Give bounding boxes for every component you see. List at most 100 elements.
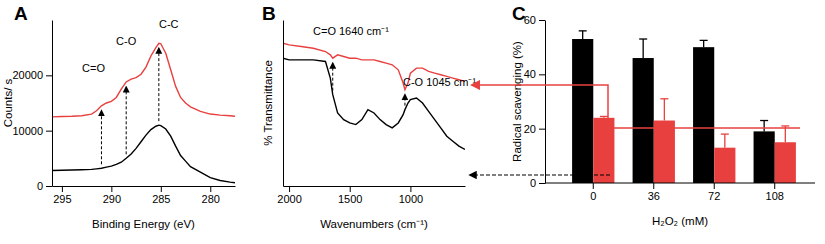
tick-mark	[46, 186, 52, 187]
error-cap	[700, 40, 708, 41]
error-cap	[721, 133, 729, 134]
panel-title: B	[262, 3, 276, 24]
tick-label: 0	[590, 190, 596, 202]
bar	[775, 142, 796, 183]
tick-label: 290	[103, 193, 121, 205]
x-axis: 295 290 285 280	[53, 186, 236, 205]
y-axis-title: Counts/ s	[2, 78, 14, 127]
error-cap	[600, 116, 608, 117]
bar	[633, 58, 654, 183]
tick-label: 280	[202, 193, 220, 205]
y-axis-title: % Transmittance	[262, 60, 274, 146]
series-line	[52, 125, 235, 183]
tick: 290	[103, 186, 121, 205]
y-axis: 0 10000 20000	[12, 21, 52, 193]
tick-mark	[350, 186, 351, 192]
tick: 285	[152, 186, 170, 205]
bar	[754, 131, 775, 183]
panel-title: A	[14, 3, 28, 24]
x-axis: 0 36 72 108	[545, 183, 815, 202]
tick: 10000	[12, 125, 52, 137]
x-axis-title: Binding Energy (eV)	[92, 218, 195, 230]
error-cap	[781, 125, 789, 126]
tick-label: 20000	[12, 69, 43, 81]
annotation: C-O 1045 cm⁻¹	[403, 76, 476, 88]
annotation: C=O 1640 cm⁻¹	[313, 25, 389, 37]
tick-mark	[62, 186, 63, 192]
tick-label: 72	[708, 190, 720, 202]
bar	[714, 148, 735, 183]
tick-mark	[539, 183, 545, 184]
tick-mark	[46, 131, 52, 132]
tick-mark	[210, 186, 211, 192]
y-axis-line	[52, 21, 53, 187]
tick-label: 1000	[399, 193, 423, 205]
series-line	[283, 58, 465, 149]
tick: 20	[524, 123, 545, 135]
annotation-arrow	[101, 111, 102, 165]
tick-mark	[539, 74, 545, 75]
error-cap	[639, 38, 647, 39]
tick: 0	[530, 177, 545, 189]
tick-mark	[714, 183, 715, 189]
annotation: C-C	[159, 18, 179, 30]
x-axis-title: H₂O₂ (mM)	[652, 215, 708, 227]
bar	[572, 39, 593, 183]
tick: 295	[53, 186, 71, 205]
tick-label: 40	[524, 68, 536, 80]
plot-area	[52, 43, 235, 182]
panel-title: C	[512, 3, 526, 24]
tick-mark	[774, 183, 775, 189]
tick: 0	[37, 180, 52, 192]
annotation-arrow	[332, 63, 333, 91]
tick-mark	[410, 186, 411, 192]
y-axis-title: Radical scavenging (%)	[511, 41, 523, 162]
tick: 20000	[12, 69, 52, 81]
bar	[654, 121, 675, 183]
y-axis: 0204060	[524, 14, 546, 189]
y-axis	[283, 21, 284, 187]
tick-mark	[289, 186, 290, 192]
tick-mark	[593, 183, 594, 189]
plot-area	[283, 43, 465, 149]
error-bar	[582, 31, 583, 39]
plot-area	[572, 31, 796, 183]
tick: 108	[766, 183, 784, 202]
tick: 36	[648, 183, 660, 202]
tick-label: 2000	[277, 193, 301, 205]
y-axis-line	[545, 21, 546, 184]
error-bar	[724, 134, 725, 148]
tick: 2000	[277, 186, 301, 205]
error-cap	[579, 30, 587, 31]
tick: 1000	[399, 186, 423, 205]
tick: 280	[202, 186, 220, 205]
connectors	[470, 85, 800, 175]
tick-label: 20	[524, 123, 536, 135]
tick-mark	[161, 186, 162, 192]
tick-mark	[111, 186, 112, 192]
annotation: C=O	[82, 62, 105, 74]
figure: 29529028528001000020000C=OC-OC-CABinding…	[0, 0, 825, 244]
panel: 2000 1500 1000 C=O 1640 cm⁻¹ C-O 1045 cm⁻¹ B W…	[262, 3, 476, 230]
annotation-arrow	[158, 48, 159, 121]
annotation: C-O	[116, 35, 137, 47]
tick-mark	[539, 129, 545, 130]
tick: 1500	[338, 186, 362, 205]
tick-label: 1500	[338, 193, 362, 205]
error-bar	[763, 121, 764, 132]
tick-label: 285	[152, 193, 170, 205]
tick-mark	[539, 20, 545, 21]
connector	[472, 85, 800, 128]
bar	[693, 47, 714, 183]
error-bar	[664, 99, 665, 121]
figure-svg: 29529028528001000020000C=OC-OC-CABinding…	[0, 0, 825, 244]
y-axis-line	[283, 21, 284, 187]
annotation-arrow	[404, 95, 405, 106]
tick-mark	[653, 183, 654, 189]
x-axis-line	[53, 186, 236, 187]
series-line	[52, 43, 235, 117]
panel: 295 290 285 280 0 10000 20000 C=O C-O C-C A Binding…	[2, 3, 236, 230]
x-axis-title: Wavenumbers (cm⁻¹)	[320, 218, 428, 230]
tick-label: 295	[53, 193, 71, 205]
tick-label: 0	[37, 180, 43, 192]
